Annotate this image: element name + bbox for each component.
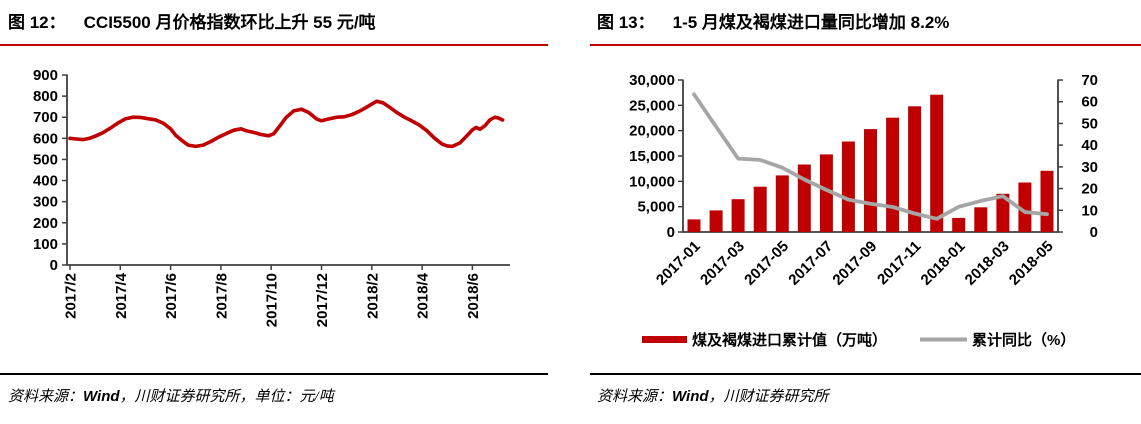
import-bar — [819, 154, 833, 232]
x-tick-label: 2017-09 — [829, 238, 880, 289]
yoy-line — [692, 92, 1049, 221]
import-bar — [930, 94, 944, 232]
import-bar — [864, 129, 877, 232]
figure-title: 1-5 月煤及褐煤进口量同比增加 8.2% — [672, 13, 950, 32]
source-rest: ，川财证券研究所 — [708, 389, 829, 405]
source-wind: Wind — [83, 388, 120, 405]
figure-13-footer: 资料来源：Wind，川财证券研究所 — [590, 373, 1141, 424]
x-tick-label: 2017-05 — [741, 238, 792, 289]
import-bar — [1018, 182, 1032, 232]
import-bar — [886, 117, 900, 232]
legend-bar-label: 煤及褐煤进口累计值（万吨） — [692, 331, 887, 349]
x-tick-label: 2017-07 — [785, 238, 836, 289]
y-tick-label: 100 — [33, 236, 58, 253]
right-y-tick-label: 40 — [1081, 137, 1098, 154]
coal-import-chart: 0 5,000 10,000 15,000 20,000 25,000 30,000 0 10 2… — [629, 72, 1098, 349]
x-tick-label: 2018/4 — [415, 272, 432, 319]
y-tick-label: 800 — [33, 88, 58, 105]
cci5500-line-chart: 0 100 200 300 400 500 600 700 800 900 2017/2 2017/4… — [33, 67, 510, 327]
figure-12-header: 图 12： CCI5500 月价格指数环比上升 55 元/吨 — [0, 0, 548, 46]
x-tick-label: 2017/8 — [213, 273, 230, 319]
import-bar — [709, 210, 723, 232]
right-y-tick-label: 0 — [1090, 224, 1098, 241]
import-bar — [841, 141, 855, 232]
x-tick-label: 2017/10 — [264, 273, 281, 327]
source-prefix: 资料来源： — [597, 389, 673, 405]
x-tick-label: 2017/2 — [63, 273, 80, 319]
import-bar — [952, 217, 966, 232]
right-y-tick-label: 20 — [1081, 181, 1098, 198]
source-rest: ，川财证券研究所，单位：元/吨 — [119, 389, 334, 405]
y-tick-label: 900 — [33, 67, 58, 84]
import-bar — [687, 219, 701, 232]
import-bar — [753, 186, 767, 232]
cci5500-price-line — [68, 99, 505, 149]
x-tick-label: 2017/6 — [163, 273, 180, 319]
left-y-tick-label: 0 — [667, 224, 675, 241]
legend-bar-swatch — [642, 336, 687, 343]
y-tick-label: 400 — [33, 173, 58, 190]
import-bar — [974, 207, 988, 232]
import-bar — [908, 106, 922, 232]
title-underline — [590, 44, 1141, 46]
legend: 煤及褐煤进口累计值（万吨） 累计同比（%） — [642, 331, 1075, 349]
right-y-tick-label: 50 — [1081, 115, 1098, 132]
right-y-tick-label: 60 — [1081, 94, 1098, 111]
source-wind: Wind — [672, 388, 709, 405]
import-bar — [731, 199, 745, 232]
x-tick-label: 2018-03 — [962, 238, 1013, 289]
x-tick-label: 2017-01 — [653, 238, 704, 289]
y-tick-label: 200 — [33, 215, 58, 232]
x-tick-label: 2017-11 — [874, 238, 924, 288]
figure-13-title-row: 图 13： 1-5 月煤及褐煤进口量同比增加 8.2% — [590, 0, 1141, 37]
x-tick-label: 2018/2 — [364, 273, 381, 319]
y-tick-label: 700 — [33, 109, 58, 126]
left-y-tick-label: 10,000 — [629, 173, 675, 190]
axes: 0 100 200 300 400 500 600 700 800 900 2017/2 2017/4… — [33, 67, 510, 327]
figure-12-panel: 图 12： CCI5500 月价格指数环比上升 55 元/吨 0 100 200 300… — [0, 0, 548, 424]
title-underline — [0, 44, 548, 46]
left-y-tick-label: 25,000 — [629, 97, 675, 114]
right-y-tick-label: 70 — [1081, 72, 1098, 89]
import-bar — [1040, 170, 1054, 232]
right-y-tick-label: 10 — [1081, 202, 1098, 219]
source-prefix: 资料来源： — [8, 389, 84, 405]
figure-label: 图 12： — [8, 13, 66, 32]
y-tick-label: 0 — [50, 257, 58, 274]
left-y-tick-label: 20,000 — [629, 123, 675, 140]
y-tick-label: 500 — [33, 151, 58, 168]
y-tick-label: 300 — [33, 194, 58, 211]
x-tick-label: 2018/6 — [465, 273, 482, 319]
x-tick-label: 2018-01 — [918, 238, 969, 289]
import-bar — [775, 175, 789, 232]
x-tick-label: 2017-03 — [697, 238, 748, 289]
x-tick-label: 2018-05 — [1006, 238, 1057, 289]
left-y-tick-label: 15,000 — [629, 148, 675, 165]
figure-12-title-row: 图 12： CCI5500 月价格指数环比上升 55 元/吨 — [0, 0, 548, 37]
figure-title: CCI5500 月价格指数环比上升 55 元/吨 — [83, 13, 376, 32]
left-y-tick-label: 30,000 — [629, 72, 675, 89]
figure-label: 图 13： — [597, 13, 655, 32]
y-tick-label: 600 — [33, 130, 58, 147]
import-bar — [996, 193, 1010, 232]
import-bar — [797, 164, 811, 232]
legend-line-label: 累计同比（%） — [972, 331, 1075, 349]
x-tick-label: 2017/4 — [113, 272, 130, 319]
x-tick-label: 2017/12 — [314, 273, 331, 327]
import-bars-series — [687, 94, 1054, 232]
figure-13-header: 图 13： 1-5 月煤及褐煤进口量同比增加 8.2% — [590, 0, 1141, 46]
right-y-tick-label: 30 — [1081, 159, 1098, 176]
figure-12-footer: 资料来源：Wind，川财证券研究所，单位：元/吨 — [0, 373, 548, 424]
left-y-tick-label: 5,000 — [637, 199, 675, 216]
figure-13-panel: 图 13： 1-5 月煤及褐煤进口量同比增加 8.2% 0 5,000 10,000 1… — [590, 0, 1141, 424]
